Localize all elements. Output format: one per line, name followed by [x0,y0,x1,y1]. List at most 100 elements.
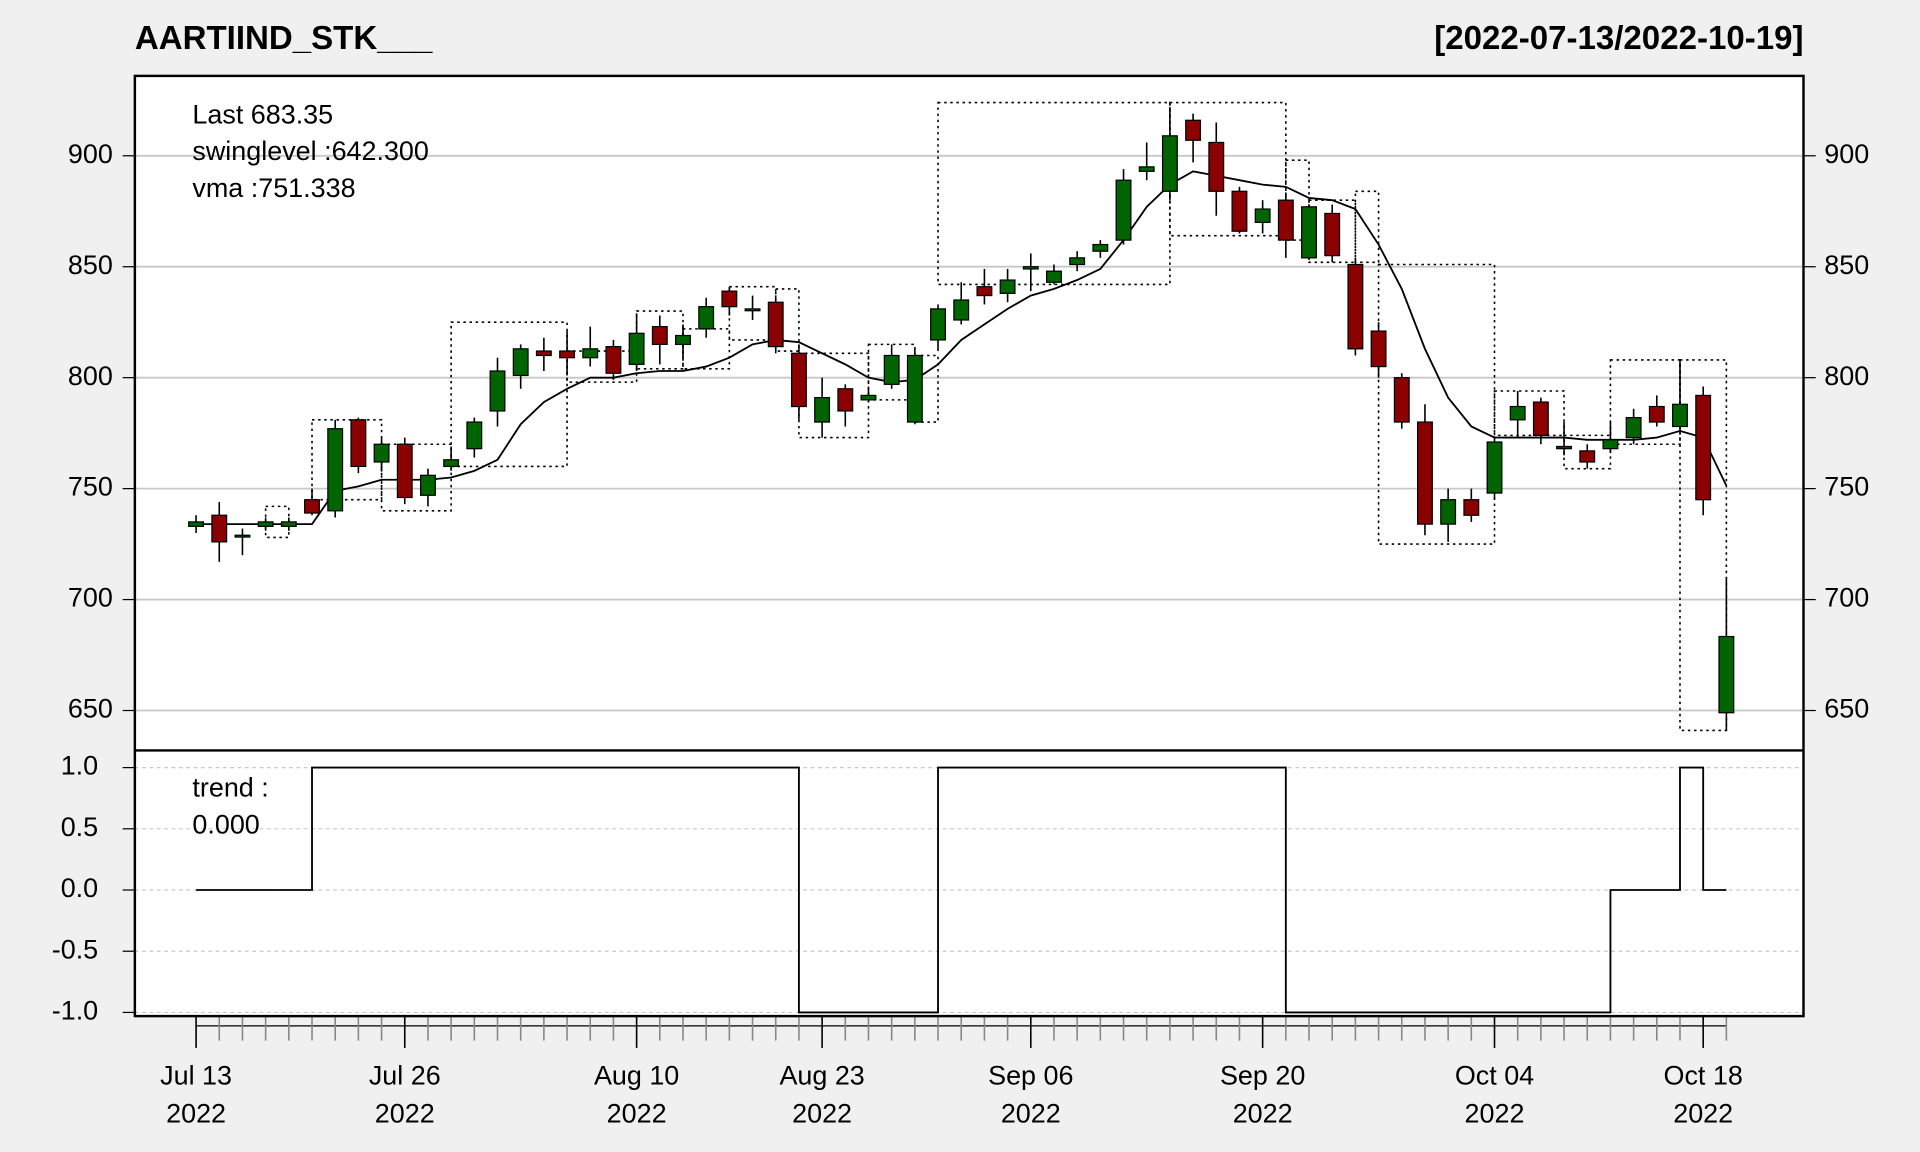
swing-box [1493,390,1565,437]
candle-body [1416,421,1433,525]
candle-body [1440,499,1457,525]
y-tick-label: 0.0 [61,873,98,903]
candle-body [1347,263,1364,350]
candle-body [211,514,228,543]
candle-body [906,354,923,423]
candle-body [1231,190,1248,232]
candle-body [628,332,645,365]
candle-body [1022,266,1039,270]
candle-body [1532,401,1549,436]
candle-body [930,308,946,341]
x-tick-label: Sep 06 2022 [988,1060,1073,1128]
candle-body [1672,403,1688,428]
candle-body [744,308,761,312]
candle-body [1602,439,1619,450]
legend-text: Last 683.35 [192,99,333,129]
candle-body [1324,212,1341,257]
candle-body [373,443,390,463]
candle-body [559,350,576,359]
candle-body [304,499,320,514]
candle-body [1046,270,1062,283]
x-tick-label: Jul 26 2022 [369,1060,441,1128]
vma-line [196,170,1728,526]
candle-body [698,306,715,330]
candle-body [443,459,460,468]
x-tick-label: Aug 23 2022 [779,1060,864,1128]
candle-body [1463,499,1480,516]
candle-body [1393,377,1410,423]
swing-box [450,321,568,468]
candle-body [1579,450,1596,463]
y-tick-label: -1.0 [52,996,98,1026]
x-tick-label: Oct 04 2022 [1455,1060,1534,1128]
x-tick-label: Aug 10 2022 [594,1060,679,1128]
candle-body [188,521,205,527]
candle-body [1301,206,1317,259]
swing-box [914,354,939,423]
candle-body [1648,405,1665,423]
candle-body [1718,635,1735,714]
y-tick-label: -0.5 [52,934,98,964]
candle-body [651,326,668,346]
chart-title: AARTIIND_STK___ [135,20,433,57]
candle-body [257,521,274,527]
candle-body [489,370,506,412]
candle-body [1277,199,1294,241]
y-tick-label: 750 [1824,472,1869,502]
trend-line [196,766,1727,1014]
legend-text: 0.000 [192,809,259,839]
candle-body [234,534,251,538]
candle-body [350,419,367,468]
x-tick-label: Sep 20 2022 [1220,1060,1305,1128]
plot-area [134,75,1804,1017]
candle-body [535,350,552,357]
y-tick-label: 0.5 [61,812,98,842]
candle-body [1556,445,1573,450]
candle-body [1069,257,1086,266]
candle-body [1625,417,1642,439]
y-tick-label: 850 [68,250,113,280]
swing-box [380,443,452,512]
candle-body [327,428,344,512]
candle-body [512,348,529,377]
candle-body [1509,405,1526,421]
y-tick-label: 800 [1824,361,1869,391]
y-tick-label: 650 [68,694,113,724]
candle-body [883,354,900,385]
candle-body [1486,441,1503,494]
candle-body [953,299,970,321]
candle-body [790,352,807,408]
candle-body [1208,141,1225,192]
candle-body [466,421,483,450]
candle-body [1185,119,1202,141]
y-tick-label: 850 [1824,250,1869,280]
y-tick-label: 750 [68,472,113,502]
candle-body [814,397,831,423]
y-tick-label: 800 [68,361,113,391]
x-tick-label: Jul 13 2022 [160,1060,232,1128]
swing-box [937,101,1171,286]
candle-body [675,334,691,346]
candle-body [1138,166,1155,172]
candle-body [396,443,413,499]
y-tick-label: 700 [68,583,113,613]
swing-box [1354,190,1380,264]
legend-text: vma :751.338 [192,173,355,203]
y-tick-label: 1.0 [61,751,98,781]
candle-body [582,348,599,359]
candle-body [1161,135,1178,192]
candle-body [721,290,738,308]
y-tick-label: 900 [1824,139,1869,169]
plot-frame [133,74,1805,1018]
swing-box [311,419,383,501]
y-tick-label: 900 [68,139,113,169]
candle-body [976,286,993,297]
date-range: [2022-07-13/2022-10-19] [1434,20,1803,57]
candle-body [605,345,622,374]
x-tick-label: Oct 18 2022 [1664,1060,1743,1128]
candle-body [1695,394,1712,501]
candle-body [999,279,1016,294]
candle-body [860,394,877,401]
